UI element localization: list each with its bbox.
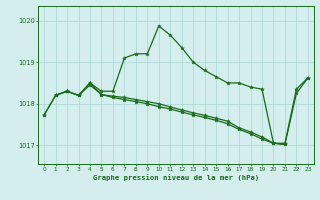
X-axis label: Graphe pression niveau de la mer (hPa): Graphe pression niveau de la mer (hPa) bbox=[93, 174, 259, 181]
